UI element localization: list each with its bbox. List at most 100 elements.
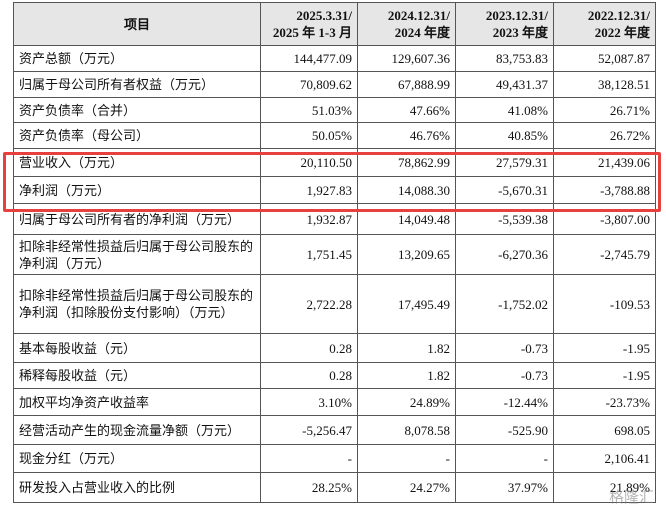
table-row: 净利润（万元） 1,927.83 14,088.30 -5,670.31 -3,788.… bbox=[13, 176, 656, 204]
value-cell: 49,431.37 bbox=[455, 71, 554, 98]
header-line: 2025.3.31/ bbox=[296, 8, 352, 23]
value-cell: -6,270.36 bbox=[455, 234, 554, 275]
label-cell: 资产总额（万元） bbox=[13, 45, 261, 72]
value-cell: -0.73 bbox=[455, 362, 554, 389]
label-cell: 资产负债率（合并） bbox=[13, 97, 261, 123]
header-line: 2022.12.31/ bbox=[587, 8, 650, 23]
value-cell: 24.27% bbox=[357, 472, 456, 503]
header-line: 2024.12.31/ bbox=[387, 8, 450, 23]
table-row: 经营活动产生的现金流量净额（万元） -5,256.47 8,078.58 -525.9… bbox=[13, 415, 656, 445]
header-row: 项目 2025.3.31/2025 年 1-3 月 2024.12.31/2024 … bbox=[13, 2, 656, 46]
value-cell: 67,888.99 bbox=[357, 71, 456, 98]
value-cell: 24.89% bbox=[357, 388, 456, 416]
value-cell: 1,751.45 bbox=[260, 234, 358, 275]
table-row: 研发投入占营业收入的比例 28.25% 24.27% 37.97% 21.89% bbox=[13, 472, 656, 503]
table-row: 基本每股收益（元） 0.28 1.82 -0.73 -1.95 bbox=[13, 333, 656, 363]
table-row: 归属于母公司所有者的净利润（万元） 1,932.87 14,049.48 -5,539… bbox=[13, 203, 656, 235]
value-cell: 144,477.09 bbox=[260, 45, 358, 72]
value-cell: 2,722.28 bbox=[260, 274, 358, 334]
value-cell: 70,809.62 bbox=[260, 71, 358, 98]
value-cell: 14,088.30 bbox=[357, 176, 456, 204]
value-cell: 47.66% bbox=[357, 97, 456, 123]
value-cell: 37.97% bbox=[455, 472, 554, 503]
value-cell: -525.90 bbox=[455, 415, 554, 445]
label-cell: 净利润（万元） bbox=[13, 176, 261, 204]
value-cell: 129,607.36 bbox=[357, 45, 456, 72]
table-row: 现金分红（万元） - - -2,106.41 bbox=[13, 444, 656, 473]
value-cell: 13,209.65 bbox=[357, 234, 456, 275]
value-cell: -12.44% bbox=[455, 388, 554, 416]
header-cell: 2025.3.31/2025 年 1-3 月 bbox=[260, 2, 358, 46]
value-cell: 21,439.06 bbox=[553, 148, 656, 177]
value-cell: - bbox=[455, 444, 554, 473]
label-cell: 现金分红（万元） bbox=[13, 444, 261, 473]
value-cell: 2,106.41 bbox=[553, 444, 656, 473]
value-cell: 0.28 bbox=[260, 362, 358, 389]
value-cell: -5,256.47 bbox=[260, 415, 358, 445]
header-line: 2023 年度 bbox=[492, 25, 548, 40]
value-cell: 83,753.83 bbox=[455, 45, 554, 72]
value-cell: 38,128.51 bbox=[553, 71, 656, 98]
label-cell: 基本每股收益（元） bbox=[13, 333, 261, 363]
table-row: 扣除非经常性损益后归属于母公司股东的净利润（扣除股份支付影响）（万元） 2,722… bbox=[13, 274, 656, 334]
value-cell: 20,110.50 bbox=[260, 148, 358, 177]
table-row: 扣除非经常性损益后归属于母公司股东的净利润（万元） 1,751.45 13,209.… bbox=[13, 234, 656, 275]
value-cell: -3,788.88 bbox=[553, 176, 656, 204]
value-cell: 40.85% bbox=[455, 122, 554, 149]
table-row: 加权平均净资产收益率 3.10% 24.89% -12.44% -23.73% bbox=[13, 388, 656, 416]
value-cell: 21.89% bbox=[553, 472, 656, 503]
value-cell: 1.82 bbox=[357, 362, 456, 389]
value-cell: 27,579.31 bbox=[455, 148, 554, 177]
label-cell: 稀释每股收益（元） bbox=[13, 362, 261, 389]
header-cell: 2024.12.31/2024 年度 bbox=[357, 2, 456, 46]
value-cell: -1.95 bbox=[553, 362, 656, 389]
value-cell: 0.28 bbox=[260, 333, 358, 363]
header-cell: 2022.12.31/2022 年度 bbox=[553, 2, 656, 46]
value-cell: -1,752.02 bbox=[455, 274, 554, 334]
header-line: 2022 年度 bbox=[594, 25, 650, 40]
value-cell: 8,078.58 bbox=[357, 415, 456, 445]
table-body: 资产总额（万元） 144,477.09 129,607.36 83,753.83 52,… bbox=[13, 45, 656, 503]
value-cell: 78,862.99 bbox=[357, 148, 456, 177]
value-cell: -5,539.38 bbox=[455, 203, 554, 235]
label-cell: 经营活动产生的现金流量净额（万元） bbox=[13, 415, 261, 445]
header-cell: 项目 bbox=[13, 2, 261, 46]
value-cell: 46.76% bbox=[357, 122, 456, 149]
value-cell: -1.95 bbox=[553, 333, 656, 363]
data-table: 项目 2025.3.31/2025 年 1-3 月 2024.12.31/2024 … bbox=[13, 2, 656, 503]
value-cell: - bbox=[357, 444, 456, 473]
table-row: 归属于母公司所有者权益（万元） 70,809.62 67,888.99 49,431.… bbox=[13, 71, 656, 98]
value-cell: 52,087.87 bbox=[553, 45, 656, 72]
table-row: 稀释每股收益（元） 0.28 1.82 -0.73 -1.95 bbox=[13, 362, 656, 389]
value-cell: -3,807.00 bbox=[553, 203, 656, 235]
header-line: 2023.12.31/ bbox=[485, 8, 548, 23]
value-cell: -5,670.31 bbox=[455, 176, 554, 204]
value-cell: 14,049.48 bbox=[357, 203, 456, 235]
label-cell: 加权平均净资产收益率 bbox=[13, 388, 261, 416]
value-cell: 3.10% bbox=[260, 388, 358, 416]
value-cell: 17,495.49 bbox=[357, 274, 456, 334]
header-cell: 2023.12.31/2023 年度 bbox=[455, 2, 554, 46]
table-row: 营业收入（万元） 20,110.50 78,862.99 27,579.31 21,43… bbox=[13, 148, 656, 177]
table-row: 资产负债率（合并） 51.03% 47.66% 41.08% 26.71% bbox=[13, 97, 656, 123]
value-cell: 1,932.87 bbox=[260, 203, 358, 235]
label-cell: 研发投入占营业收入的比例 bbox=[13, 472, 261, 503]
value-cell: 26.72% bbox=[553, 122, 656, 149]
value-cell: -109.53 bbox=[553, 274, 656, 334]
value-cell: 26.71% bbox=[553, 97, 656, 123]
value-cell: 698.05 bbox=[553, 415, 656, 445]
value-cell: 1,927.83 bbox=[260, 176, 358, 204]
value-cell: 50.05% bbox=[260, 122, 358, 149]
label-cell: 扣除非经常性损益后归属于母公司股东的净利润（扣除股份支付影响）（万元） bbox=[13, 274, 261, 334]
value-cell: -23.73% bbox=[553, 388, 656, 416]
value-cell: -2,745.79 bbox=[553, 234, 656, 275]
label-cell: 归属于母公司所有者权益（万元） bbox=[13, 71, 261, 98]
value-cell: 51.03% bbox=[260, 97, 358, 123]
value-cell: -0.73 bbox=[455, 333, 554, 363]
label-cell: 营业收入（万元） bbox=[13, 148, 261, 177]
value-cell: - bbox=[260, 444, 358, 473]
label-cell: 归属于母公司所有者的净利润（万元） bbox=[13, 203, 261, 235]
table-row: 资产负债率（母公司） 50.05% 46.76% 40.85% 26.72% bbox=[13, 122, 656, 149]
label-cell: 扣除非经常性损益后归属于母公司股东的净利润（万元） bbox=[13, 234, 261, 275]
